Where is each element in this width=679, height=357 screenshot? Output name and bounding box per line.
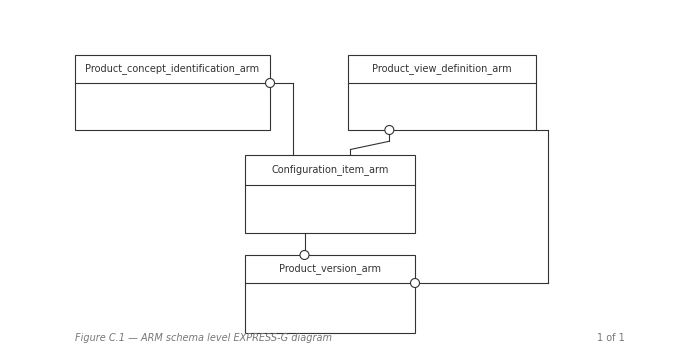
Text: 1 of 1: 1 of 1: [597, 333, 625, 343]
Circle shape: [300, 251, 309, 260]
Text: Product_version_arm: Product_version_arm: [279, 263, 381, 275]
Circle shape: [265, 79, 274, 87]
Text: Product_concept_identification_arm: Product_concept_identification_arm: [86, 64, 259, 75]
Circle shape: [385, 126, 394, 135]
Bar: [245, 255, 415, 333]
Bar: [348, 55, 536, 130]
Text: Configuration_item_arm: Configuration_item_arm: [272, 165, 388, 175]
Bar: [75, 55, 270, 130]
Circle shape: [411, 278, 420, 287]
Bar: [245, 155, 415, 233]
Text: Product_view_definition_arm: Product_view_definition_arm: [372, 64, 512, 75]
Text: Figure C.1 — ARM schema level EXPRESS-G diagram: Figure C.1 — ARM schema level EXPRESS-G …: [75, 333, 332, 343]
